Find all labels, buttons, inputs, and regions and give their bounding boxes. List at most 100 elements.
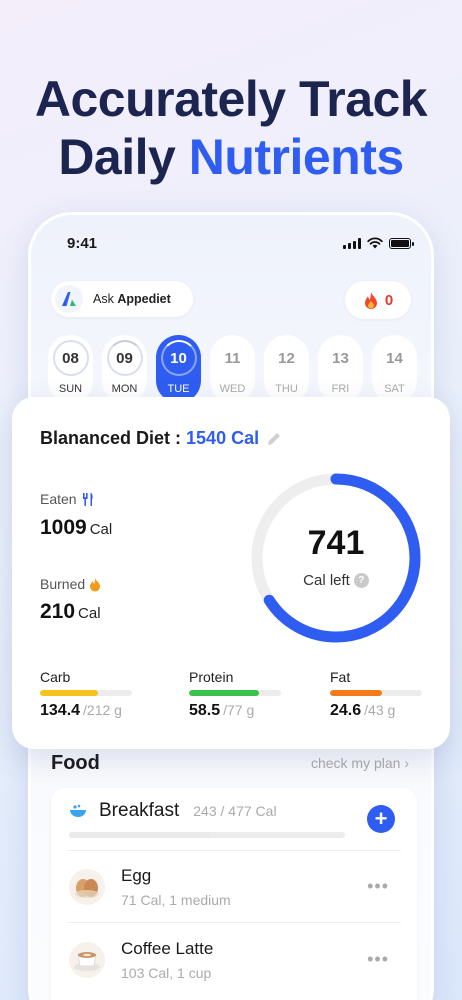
macro-fill bbox=[40, 690, 98, 696]
calories-left-label: Cal left? bbox=[250, 572, 422, 589]
day-mon[interactable]: 09 MON bbox=[102, 335, 147, 403]
eaten-label: Eaten bbox=[40, 491, 95, 507]
macro-bar bbox=[40, 690, 132, 696]
macro-protein: Protein 58.5/77 g bbox=[189, 669, 281, 720]
week-day-selector: 08 SUN 09 MON 10 TUE 11 WED 12 THU 13 FR… bbox=[48, 335, 417, 403]
macro-name: Protein bbox=[189, 669, 234, 685]
day-number: 14 bbox=[386, 349, 403, 367]
diet-target-calories: 1540 Cal bbox=[186, 428, 260, 448]
calories-left-text: Cal left bbox=[303, 572, 350, 589]
calorie-progress-arc bbox=[251, 473, 421, 643]
day-thu[interactable]: 12 THU bbox=[264, 335, 309, 403]
more-options-icon[interactable]: ••• bbox=[367, 949, 389, 969]
burned-value: 210 Cal bbox=[40, 600, 101, 624]
eaten-number: 1009 bbox=[40, 516, 87, 539]
day-label: SUN bbox=[58, 383, 83, 395]
headline-line-1: Accurately Track bbox=[34, 71, 428, 127]
food-item-name: Coffee Latte bbox=[121, 939, 214, 958]
macro-values: 58.5/77 g bbox=[189, 702, 281, 720]
wifi-icon bbox=[367, 237, 383, 249]
food-section-title: Food bbox=[51, 752, 100, 774]
macro-total: /212 g bbox=[83, 702, 122, 718]
battery-icon bbox=[389, 237, 414, 249]
day-number: 12 bbox=[278, 349, 295, 367]
burned-number: 210 bbox=[40, 600, 76, 623]
macro-name: Fat bbox=[330, 669, 351, 685]
day-tue[interactable]: 10 TUE bbox=[156, 335, 201, 403]
burned-label: Burned bbox=[40, 576, 101, 592]
macro-carb: Carb 134.4/212 g bbox=[40, 669, 132, 720]
ask-label: Ask Appediet bbox=[93, 292, 171, 306]
meal-card-breakfast: Breakfast 243 / 477 Cal + Egg 71 Cal, 1 … bbox=[51, 788, 417, 1000]
macro-value: 134.4 bbox=[40, 702, 81, 719]
streak-button[interactable]: 0 bbox=[345, 281, 411, 319]
appediet-logo-icon bbox=[55, 285, 83, 313]
day-number: 08 bbox=[52, 340, 89, 376]
macro-fill bbox=[189, 690, 259, 696]
day-wed[interactable]: 11 WED bbox=[210, 335, 255, 403]
day-label: MON bbox=[111, 383, 138, 395]
headline-accent: Nutrients bbox=[188, 129, 404, 185]
diet-plan-name: Blananced Diet : bbox=[40, 428, 187, 448]
macro-value: 58.5 bbox=[189, 702, 221, 719]
macro-bar bbox=[189, 690, 281, 696]
day-number: 09 bbox=[106, 340, 143, 376]
day-label: FRI bbox=[331, 383, 350, 395]
meal-progress-bar bbox=[69, 832, 345, 838]
day-number: 13 bbox=[332, 349, 349, 367]
breakfast-bowl-icon bbox=[70, 804, 86, 817]
macro-fill bbox=[330, 690, 383, 696]
day-sat[interactable]: 14 SAT bbox=[372, 335, 417, 403]
status-time: 9:41 bbox=[67, 235, 98, 252]
headline-line-2-plain: Daily bbox=[58, 129, 189, 185]
add-food-button[interactable]: + bbox=[367, 805, 395, 833]
divider bbox=[67, 922, 401, 923]
macro-name: Carb bbox=[40, 669, 71, 685]
streak-count: 0 bbox=[384, 291, 394, 309]
eaten-value: 1009 Cal bbox=[40, 516, 112, 540]
food-item-coffee-latte[interactable]: Coffee Latte 103 Cal, 1 cup bbox=[69, 939, 213, 981]
day-number: 10 bbox=[160, 340, 197, 376]
check-my-plan-link[interactable]: check my plan › bbox=[310, 755, 409, 771]
burned-unit: Cal bbox=[78, 605, 101, 622]
burned-label-text: Burned bbox=[40, 576, 86, 592]
macro-fat: Fat 24.6/43 g bbox=[330, 669, 422, 720]
utensils-icon bbox=[82, 492, 93, 506]
day-fri[interactable]: 13 FRI bbox=[318, 335, 363, 403]
food-item-meta: 71 Cal, 1 medium bbox=[121, 892, 231, 908]
day-number: 11 bbox=[224, 349, 241, 367]
calories-left-value: 741 bbox=[307, 524, 365, 562]
meal-progress-fill bbox=[69, 832, 210, 838]
status-icons bbox=[343, 237, 414, 249]
calorie-progress-ring bbox=[251, 473, 421, 643]
egg-icon bbox=[69, 869, 105, 905]
meal-name: Breakfast bbox=[99, 800, 180, 821]
day-sun[interactable]: 08 SUN bbox=[48, 335, 93, 403]
headline: Accurately Track Daily Nutrients bbox=[0, 70, 462, 186]
day-label: THU bbox=[275, 383, 298, 395]
eaten-label-text: Eaten bbox=[40, 491, 77, 507]
day-label: SAT bbox=[384, 383, 405, 395]
macro-total: /43 g bbox=[364, 702, 396, 718]
eaten-unit: Cal bbox=[89, 521, 113, 538]
ask-brand: Appediet bbox=[117, 292, 171, 306]
macro-value: 24.6 bbox=[330, 702, 362, 719]
divider bbox=[67, 850, 401, 851]
macro-bar bbox=[330, 690, 422, 696]
signal-icon bbox=[343, 237, 361, 249]
flame-icon bbox=[90, 577, 101, 591]
food-item-egg[interactable]: Egg 71 Cal, 1 medium bbox=[69, 866, 231, 908]
ask-prefix: Ask bbox=[93, 292, 118, 306]
day-label: WED bbox=[219, 383, 246, 395]
meal-calories: 243 / 477 Cal bbox=[193, 803, 277, 819]
macro-total: /77 g bbox=[223, 702, 255, 718]
edit-pencil-icon[interactable] bbox=[265, 430, 283, 448]
calorie-summary-card: Blananced Diet : 1540 Cal Eaten 1009 Cal … bbox=[12, 397, 450, 749]
food-item-name: Egg bbox=[121, 866, 152, 885]
diet-plan-title: Blananced Diet : 1540 Cal bbox=[40, 428, 283, 449]
ask-assistant-button[interactable]: Ask Appediet bbox=[51, 281, 193, 317]
breakfast-header: Breakfast 243 / 477 Cal bbox=[69, 800, 277, 822]
more-options-icon[interactable]: ••• bbox=[367, 876, 389, 896]
fire-icon bbox=[364, 291, 377, 309]
help-icon[interactable]: ? bbox=[353, 573, 369, 588]
